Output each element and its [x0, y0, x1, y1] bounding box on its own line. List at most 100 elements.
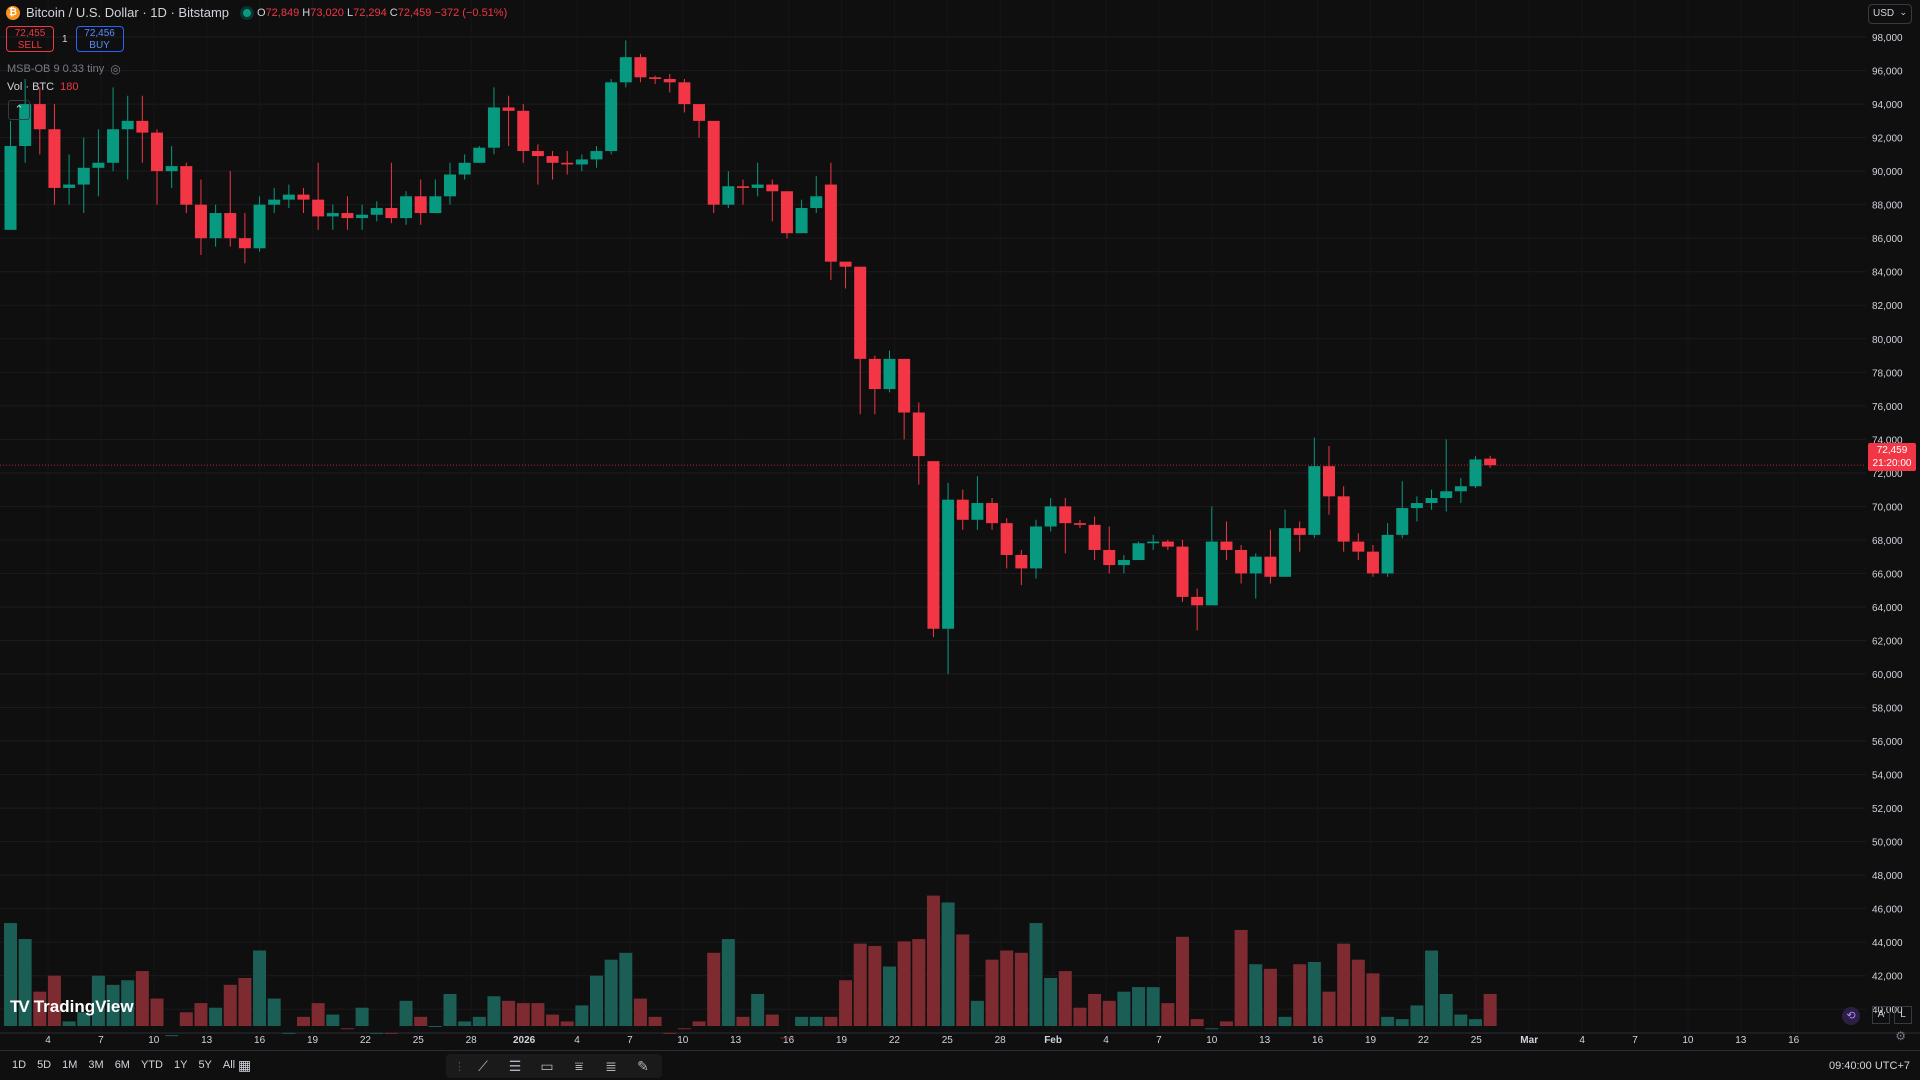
buy-button[interactable]: 72,456 BUY [75, 26, 124, 52]
volume-bar [1234, 929, 1248, 1026]
fib-icon[interactable]: ☰ [508, 1058, 522, 1074]
volume-bar [692, 1021, 706, 1026]
volume-bar [677, 1028, 691, 1030]
range-all[interactable]: All [222, 1059, 236, 1071]
volume-bar [751, 993, 765, 1026]
volume-bar [546, 1014, 560, 1026]
volume-bar [809, 1016, 823, 1026]
candle-body [1469, 459, 1482, 487]
collapse-indicators-button[interactable]: ⌃ [8, 100, 30, 120]
range-5y[interactable]: 5Y [198, 1059, 212, 1071]
candle-body [4, 146, 17, 230]
candle-body [1352, 541, 1365, 552]
candle-body [297, 194, 310, 200]
log-scale-button[interactable]: L [1894, 1006, 1912, 1024]
candle-body [1132, 543, 1145, 561]
candle-body [19, 104, 32, 147]
spread-value: 1 [62, 33, 68, 45]
tradingview-logo[interactable]: TV TradingView [10, 997, 134, 1016]
volume-bar [1439, 993, 1453, 1026]
volume-bar [297, 1016, 310, 1026]
volume-bar [428, 1026, 442, 1027]
symbol-title[interactable]: Bitcoin / U.S. Dollar · 1D · Bitstamp [26, 5, 229, 20]
volume-bar [970, 1000, 984, 1026]
sell-button[interactable]: 72,455 SELL [6, 26, 54, 52]
range-5d[interactable]: 5D [37, 1059, 52, 1071]
price-tick-label: 66,000 [1872, 569, 1903, 580]
range-ytd[interactable]: YTD [140, 1059, 163, 1071]
eye-hidden-icon[interactable]: ◎ [110, 62, 121, 76]
volume-bar [384, 1032, 398, 1034]
price-tick-label: 50,000 [1872, 838, 1903, 849]
indicator-msb[interactable]: MSB-OB 9 0.33 tiny ◎ [7, 62, 121, 76]
candle-body [751, 184, 764, 188]
trade-panel: 72,455 SELL 1 72,456 BUY [6, 26, 124, 52]
range-3m[interactable]: 3M [88, 1059, 104, 1071]
price-tick-label: 70,000 [1872, 502, 1903, 513]
range-6m[interactable]: 6M [114, 1059, 130, 1071]
volume-bar [238, 977, 252, 1026]
time-tick-label: 25 [942, 1035, 954, 1046]
settings-gear-icon[interactable]: ⚙ [1895, 1029, 1906, 1043]
price-tick-label: 84,000 [1872, 268, 1903, 279]
calendar-icon[interactable]: ▦ [238, 1057, 252, 1073]
time-tick-label: 13 [730, 1035, 742, 1046]
candle-body [619, 57, 632, 83]
candle-body [912, 412, 925, 457]
candle-body [1073, 523, 1086, 525]
range-1m[interactable]: 1M [62, 1059, 78, 1071]
candle-body [136, 120, 149, 133]
indicator-volume[interactable]: Vol · BTC 180 [7, 81, 78, 93]
candle-body [238, 238, 251, 249]
candle-body [487, 107, 500, 148]
magnet-icon[interactable]: ⟲ [1842, 1007, 1860, 1025]
last-price-badge: 72,459 21:20:00 [1868, 443, 1916, 471]
parallel-channel-icon[interactable]: ⩸ [574, 1058, 584, 1074]
volume-bar [824, 1016, 838, 1026]
position-icon[interactable]: ≣ [605, 1058, 617, 1074]
candle-body [326, 213, 339, 217]
volume-bar [985, 959, 999, 1026]
time-tick-label: 16 [1312, 1035, 1324, 1046]
volume-bar [209, 1007, 223, 1026]
candle-body [107, 129, 120, 163]
range-1d[interactable]: 1D [12, 1059, 27, 1071]
time-tick-label: 16 [1788, 1035, 1800, 1046]
candle-body [1440, 491, 1453, 499]
scale-buttons: A L [1872, 1006, 1912, 1024]
range-1y[interactable]: 1Y [173, 1059, 188, 1071]
volume-bar [1381, 1016, 1395, 1026]
volume-bar [282, 1032, 296, 1034]
candle-body [722, 186, 735, 205]
rectangle-icon[interactable]: ▭ [540, 1058, 554, 1074]
candle-body [561, 162, 574, 165]
candle-body [77, 167, 90, 185]
candle-body [414, 196, 427, 214]
time-tick-label: 7 [1156, 1035, 1162, 1046]
auto-scale-button[interactable]: A [1872, 1006, 1890, 1024]
brush-icon[interactable]: ✎ [637, 1058, 649, 1074]
time-tick-label: 13 [1259, 1035, 1271, 1046]
volume-bar [956, 934, 970, 1026]
drag-handle-icon[interactable]: ⋮ [454, 1060, 465, 1073]
timezone-clock[interactable]: 09:40:00 UTC+7 [1828, 1060, 1910, 1072]
candle-body [312, 199, 325, 217]
candle-body [1235, 549, 1248, 574]
time-tick-label: 19 [307, 1035, 319, 1046]
candle-body [1059, 506, 1072, 524]
time-tick-label: 22 [889, 1035, 901, 1046]
candle-body [194, 204, 207, 239]
volume-bar [1117, 991, 1131, 1026]
volume-bar [1132, 987, 1146, 1026]
time-tick-label: Feb [1044, 1035, 1062, 1046]
candle-body [1323, 466, 1335, 497]
time-tick-label: 2026 [513, 1035, 536, 1046]
volume-bar [106, 984, 120, 1026]
time-tick-label: 4 [1579, 1035, 1585, 1046]
trendline-icon[interactable]: ⟋ [478, 1058, 488, 1074]
volume-bar [1161, 1003, 1175, 1026]
volume-bar [18, 939, 32, 1026]
currency-select[interactable]: USD ⌄ [1868, 4, 1912, 24]
candle-body [180, 166, 193, 205]
